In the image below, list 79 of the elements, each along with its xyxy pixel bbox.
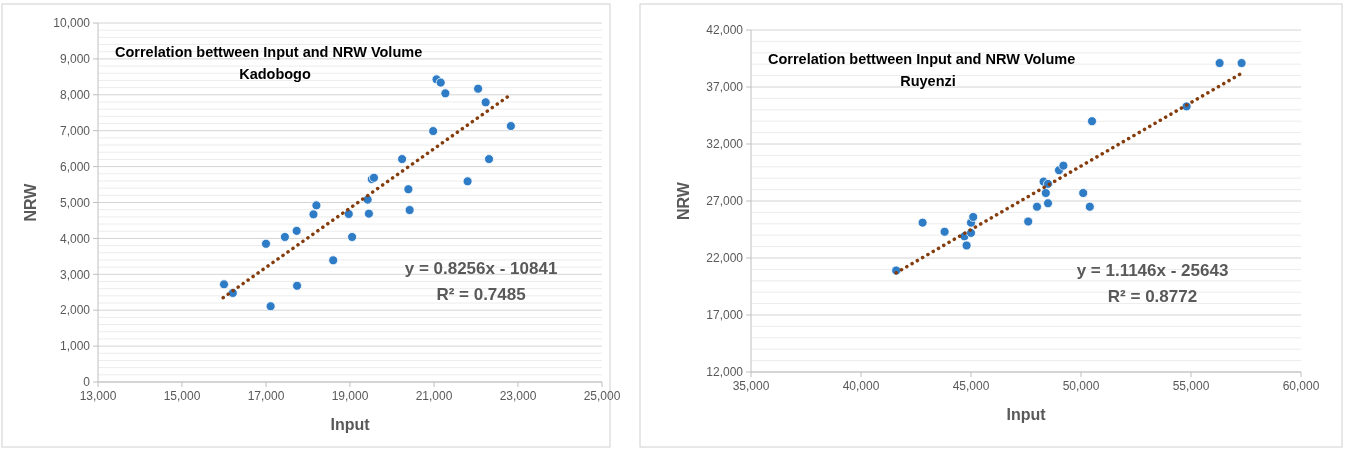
x-tick-label: 19,000 — [331, 389, 369, 403]
y-tick-label: 42,000 — [706, 23, 744, 38]
x-tick-label: 50,000 — [1062, 379, 1100, 393]
point — [347, 232, 357, 242]
y-tick-label: 7,000 — [59, 123, 91, 138]
point — [428, 126, 439, 136]
point — [280, 232, 290, 242]
y-tick-label: 8,000 — [59, 88, 91, 102]
y-tick-label: 1,000 — [59, 339, 91, 354]
point — [1040, 188, 1051, 198]
point — [404, 205, 415, 215]
point — [1043, 198, 1053, 209]
text: Correlation bettween Input and NRW Volume — [768, 51, 1076, 67]
annotation: y = 1.1146x - 25643 — [1076, 261, 1229, 281]
y-tick-label: 37,000 — [706, 80, 744, 95]
point — [961, 240, 972, 251]
point — [328, 255, 339, 266]
point — [435, 77, 446, 88]
y-tick-label: 27,000 — [706, 194, 744, 209]
annotation: R² = 0.7485 — [436, 285, 526, 305]
y-tick-label: 6,000 — [59, 159, 91, 174]
point — [505, 121, 516, 131]
point — [1032, 201, 1042, 212]
x-axis-title: Input — [330, 416, 371, 433]
text: Correlation bettween Input and NRW Volume — [115, 44, 423, 60]
point — [473, 83, 483, 94]
point — [1058, 160, 1069, 171]
point — [308, 209, 319, 220]
point — [968, 212, 979, 222]
point — [397, 154, 407, 164]
y-tick-label: 4,000 — [59, 231, 91, 246]
y-tick-label: 5,000 — [59, 195, 91, 210]
x-tick-label: 55,000 — [1172, 379, 1210, 393]
y-tick-label: 2,000 — [59, 303, 91, 318]
y-tick-label: 10,000 — [53, 16, 91, 31]
y-tick-label: 0 — [83, 375, 91, 390]
point — [265, 301, 276, 312]
point — [364, 208, 374, 219]
point — [403, 184, 414, 195]
point — [261, 238, 271, 249]
point — [939, 226, 950, 237]
x-tick-label: 40,000 — [842, 379, 880, 393]
x-tick-label: 25,000 — [583, 389, 621, 403]
y-tick-label: 22,000 — [706, 251, 744, 266]
point — [1078, 188, 1089, 198]
text: Kadobogo — [239, 66, 311, 82]
y-tick-label: 12,000 — [706, 365, 744, 380]
point — [484, 154, 494, 164]
point — [1023, 216, 1034, 227]
point — [1084, 201, 1095, 212]
point — [1214, 58, 1225, 68]
point — [219, 279, 229, 290]
y-tick-label: 17,000 — [706, 308, 744, 323]
x-tick-label: 15,000 — [163, 389, 201, 403]
annotation: R² = 0.8772 — [1107, 287, 1198, 307]
point — [480, 97, 491, 108]
point — [917, 217, 928, 228]
y-tick-label: 9,000 — [59, 52, 91, 67]
x-tick-label: 35,000 — [732, 379, 770, 393]
annotation: y = 0.8256x - 10841 — [404, 259, 558, 279]
point — [462, 176, 473, 187]
x-tick-label: 23,000 — [499, 389, 537, 403]
y-axis-title: NRW — [22, 182, 39, 222]
x-tick-label: 21,000 — [415, 389, 453, 403]
y-axis-title: NRW — [675, 181, 692, 220]
point — [291, 225, 302, 236]
text: Ruyenzi — [900, 73, 956, 89]
point — [1087, 116, 1097, 127]
point — [440, 88, 451, 99]
point — [311, 200, 322, 211]
x-axis-title: Input — [1006, 406, 1047, 423]
y-tick-label: 32,000 — [706, 137, 744, 152]
y-tick-label: 3,000 — [59, 267, 91, 282]
x-tick-label: 13,000 — [79, 389, 117, 403]
point — [292, 280, 302, 291]
x-tick-label: 17,000 — [247, 389, 285, 403]
x-tick-label: 60,000 — [1282, 379, 1320, 393]
x-tick-label: 45,000 — [952, 379, 990, 393]
point — [1236, 58, 1247, 68]
